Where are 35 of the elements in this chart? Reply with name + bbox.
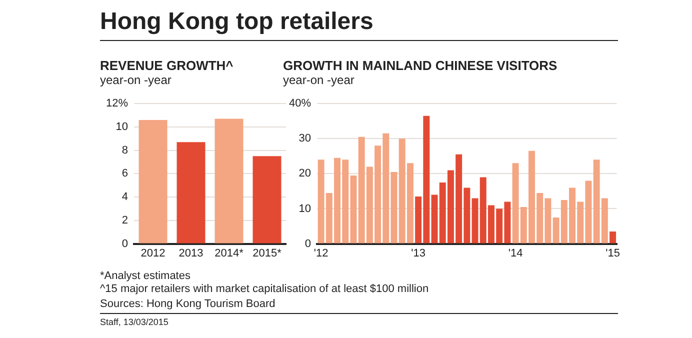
x-tick-label: 2015* (252, 247, 282, 260)
y-tick-label: 4 (122, 191, 128, 204)
chart-subtitle: year-on -year (283, 73, 356, 87)
bar (610, 232, 616, 244)
text: Hong Kong top retailers (100, 8, 618, 41)
y-tick-label: 8 (122, 144, 128, 156)
bar (138, 120, 168, 244)
y-tick-label: 20 (298, 168, 312, 180)
x-tick-label: '15 (606, 247, 620, 260)
x-tick-label: 2013 (178, 247, 204, 260)
x-tick-label: '12 (314, 247, 328, 260)
text: ^15 major retailers with market capitalisation of at least $100 million (100, 283, 429, 295)
bar (390, 172, 398, 244)
x-tick-label: 2012 (140, 247, 166, 260)
chart-subtitle: year-on -year (100, 73, 172, 87)
y-tick-label: 40% (288, 98, 312, 110)
y-tick-label: 12% (106, 98, 128, 110)
y-tick-label: 2 (122, 214, 128, 226)
bar (252, 156, 282, 244)
chart-title: GROWTH IN MAINLAND CHINESE VISITORS (283, 58, 558, 73)
x-tick-label: '13 (411, 247, 426, 260)
y-tick-label: 0 (122, 238, 128, 250)
y-tick-label: 6 (122, 168, 128, 180)
y-tick-label: 10 (116, 121, 128, 133)
y-tick-label: 30 (298, 132, 312, 145)
chart-title: REVENUE GROWTH^ (100, 58, 234, 73)
text: *Analyst estimates (100, 270, 190, 282)
source-note: Sources: Hong Kong Tourism Board (100, 298, 276, 310)
x-tick-label: '14 (508, 247, 523, 260)
text: Staff, 13/03/2015 (100, 313, 618, 327)
bar (176, 142, 206, 244)
x-tick-label: 2014* (214, 247, 244, 260)
y-tick-label: 0 (304, 238, 312, 250)
y-tick-label: 10 (298, 202, 312, 215)
bar (214, 118, 244, 244)
